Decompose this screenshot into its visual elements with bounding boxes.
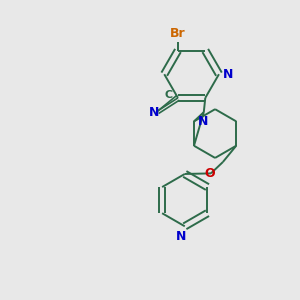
Text: Br: Br xyxy=(170,27,186,40)
Text: N: N xyxy=(223,68,233,81)
Text: N: N xyxy=(149,106,159,119)
Text: O: O xyxy=(205,167,215,181)
Text: C: C xyxy=(165,90,173,100)
Text: N: N xyxy=(197,115,208,128)
Text: N: N xyxy=(176,230,186,243)
